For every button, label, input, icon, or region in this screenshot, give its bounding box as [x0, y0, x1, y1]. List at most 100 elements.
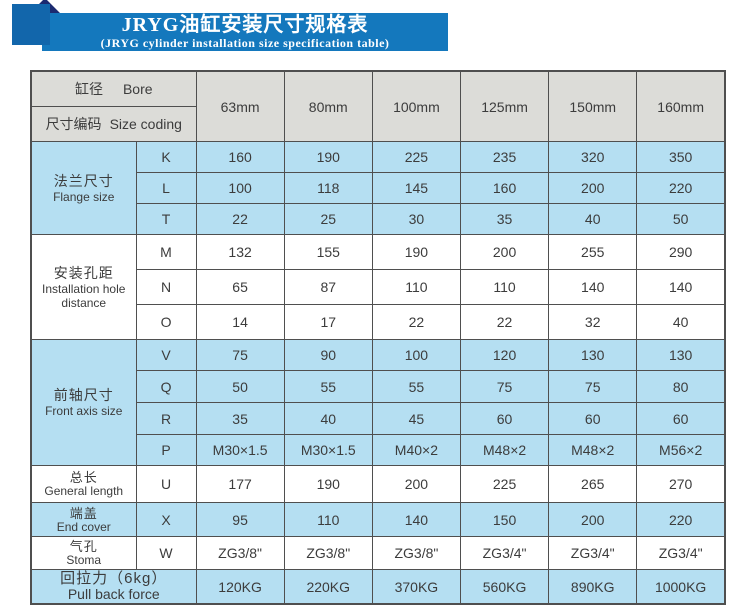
dim-value: ZG3/4": [459, 536, 550, 570]
pull-force-label: 回拉力（6kg） Pull back force: [30, 569, 197, 605]
dim-value: 118: [283, 172, 373, 204]
spec-table: 缸径 Bore 63mm 80mm 100mm 125mm 150mm 160mm…: [30, 70, 726, 605]
dim-value: 75: [195, 339, 285, 371]
group-label-cn: 安装孔距: [53, 264, 114, 281]
group-label-en: Installation hole distance: [42, 281, 126, 310]
dim-value: 235: [459, 141, 550, 173]
pull-force-value: 120KG: [195, 569, 285, 605]
title-banner: JRYG油缸安装尺寸规格表 (JRYG cylinder installatio…: [42, 13, 448, 51]
dim-value: 270: [636, 465, 726, 503]
bore-column-header: 100mm: [371, 70, 461, 142]
dim-value: 130: [636, 339, 726, 371]
dim-value: 145: [371, 172, 461, 204]
dim-value: M40×2: [371, 434, 461, 466]
table-row: 法兰尺寸 Flange size K 160 190 225 235 320 3…: [30, 141, 726, 235]
group-label: 安装孔距 Installation hole distance: [30, 234, 137, 340]
dim-value: M30×1.5: [283, 434, 373, 466]
table-row: 安装孔距 Installation hole distance M 132 15…: [30, 234, 726, 340]
header-row-bore: 缸径 Bore 63mm 80mm 100mm 125mm 150mm 160mm: [30, 70, 726, 142]
group-label-en: Flange size: [53, 189, 115, 204]
bore-column-header: 80mm: [283, 70, 373, 142]
dim-value: 50: [636, 203, 726, 235]
dim-value: ZG3/8": [195, 536, 285, 570]
dim-value: 200: [548, 502, 638, 537]
table-row: 端盖 End cover X 95 110 140 150 200 220: [30, 502, 726, 537]
dim-value: 22: [459, 304, 550, 340]
page-title-cn: JRYG油缸安装尺寸规格表: [121, 14, 369, 36]
group-label-en: Front axis size: [45, 404, 123, 418]
dim-value: 140: [371, 502, 461, 537]
group-label: 气孔 Stoma: [30, 536, 137, 570]
dim-value: M48×2: [459, 434, 550, 466]
dim-value: 22: [371, 304, 461, 340]
group-label-cn: 气孔: [69, 539, 98, 554]
group-label: 法兰尺寸 Flange size: [30, 141, 137, 235]
dim-code: V: [135, 339, 197, 371]
dim-code: T: [135, 203, 197, 235]
dim-value: 87: [283, 269, 373, 305]
dim-value: 140: [636, 269, 726, 305]
page-title-en: (JRYG cylinder installation size specifi…: [100, 36, 390, 50]
dim-value: 190: [371, 234, 461, 270]
group-label: 前轴尺寸 Front axis size: [30, 339, 137, 466]
coding-label-cn: 尺寸编码: [45, 116, 102, 132]
dim-value: 320: [548, 141, 638, 173]
dim-value: 225: [371, 141, 461, 173]
dim-value: 155: [283, 234, 373, 270]
dim-code: U: [135, 465, 197, 503]
bore-column-header: 63mm: [195, 70, 285, 142]
dim-code: L: [135, 172, 197, 204]
dim-value: 190: [283, 465, 373, 503]
dim-value: 35: [195, 402, 285, 435]
dim-code: Q: [135, 370, 197, 403]
dim-value: 40: [548, 203, 638, 235]
dim-value: 55: [283, 370, 373, 403]
dim-value: 110: [283, 502, 373, 537]
pull-force-value: 220KG: [283, 569, 373, 605]
dim-code: O: [135, 304, 197, 340]
dim-code: N: [135, 269, 197, 305]
dim-value: 190: [283, 141, 373, 173]
table-row: 前轴尺寸 Front axis size V 75 90 100 120 130…: [30, 339, 726, 466]
coding-label-en: Size coding: [109, 116, 182, 132]
dim-value: 60: [548, 402, 638, 435]
group-label: 端盖 End cover: [30, 502, 137, 537]
dim-value: 32: [548, 304, 638, 340]
group-label-cn: 法兰尺寸: [53, 172, 114, 189]
dim-value: 90: [283, 339, 373, 371]
dim-value: 40: [636, 304, 726, 340]
dim-value: 45: [371, 402, 461, 435]
dim-value: ZG3/4": [636, 536, 726, 570]
corner-bore-cell: 缸径 Bore: [30, 70, 197, 107]
dim-value: 35: [459, 203, 550, 235]
bore-column-header: 125mm: [459, 70, 550, 142]
dim-value: 60: [636, 402, 726, 435]
dim-value: 200: [459, 234, 550, 270]
corner-coding-cell: 尺寸编码 Size coding: [30, 106, 197, 142]
dim-value: 100: [195, 172, 285, 204]
dim-value: 220: [636, 172, 726, 204]
dim-value: 30: [371, 203, 461, 235]
table-row: P M30×1.5 M30×1.5 M40×2 M48×2 M48×2 M56×…: [31, 434, 726, 466]
dim-value: 60: [459, 402, 550, 435]
table-row: R 35 40 45 60 60 60: [31, 402, 726, 435]
dim-value: 40: [283, 402, 373, 435]
deco-square: [12, 4, 50, 45]
dim-value: 265: [548, 465, 638, 503]
table-row: 回拉力（6kg） Pull back force 120KG 220KG 370…: [30, 569, 726, 605]
pull-force-label-cn: 回拉力（6kg）: [60, 570, 168, 587]
group-label-cn: 总长: [69, 470, 98, 485]
group-label-cn: 前轴尺寸: [53, 387, 114, 403]
table-row: T 22 25 30 35 40 50: [31, 203, 726, 235]
bore-label-en: Bore: [122, 81, 153, 97]
table-row: 总长 General length U 177 190 200 225 265 …: [30, 465, 726, 503]
pull-force-label-en: Pull back force: [67, 586, 160, 602]
table-row: N 65 87 110 110 140 140: [31, 269, 726, 305]
dim-value: 177: [195, 465, 285, 503]
pull-force-value: 1000KG: [636, 569, 726, 605]
dim-value: 160: [195, 141, 285, 173]
dim-value: 150: [459, 502, 550, 537]
pull-force-value: 370KG: [371, 569, 461, 605]
group-label-en: End cover: [56, 519, 111, 534]
dim-value: M30×1.5: [195, 434, 285, 466]
